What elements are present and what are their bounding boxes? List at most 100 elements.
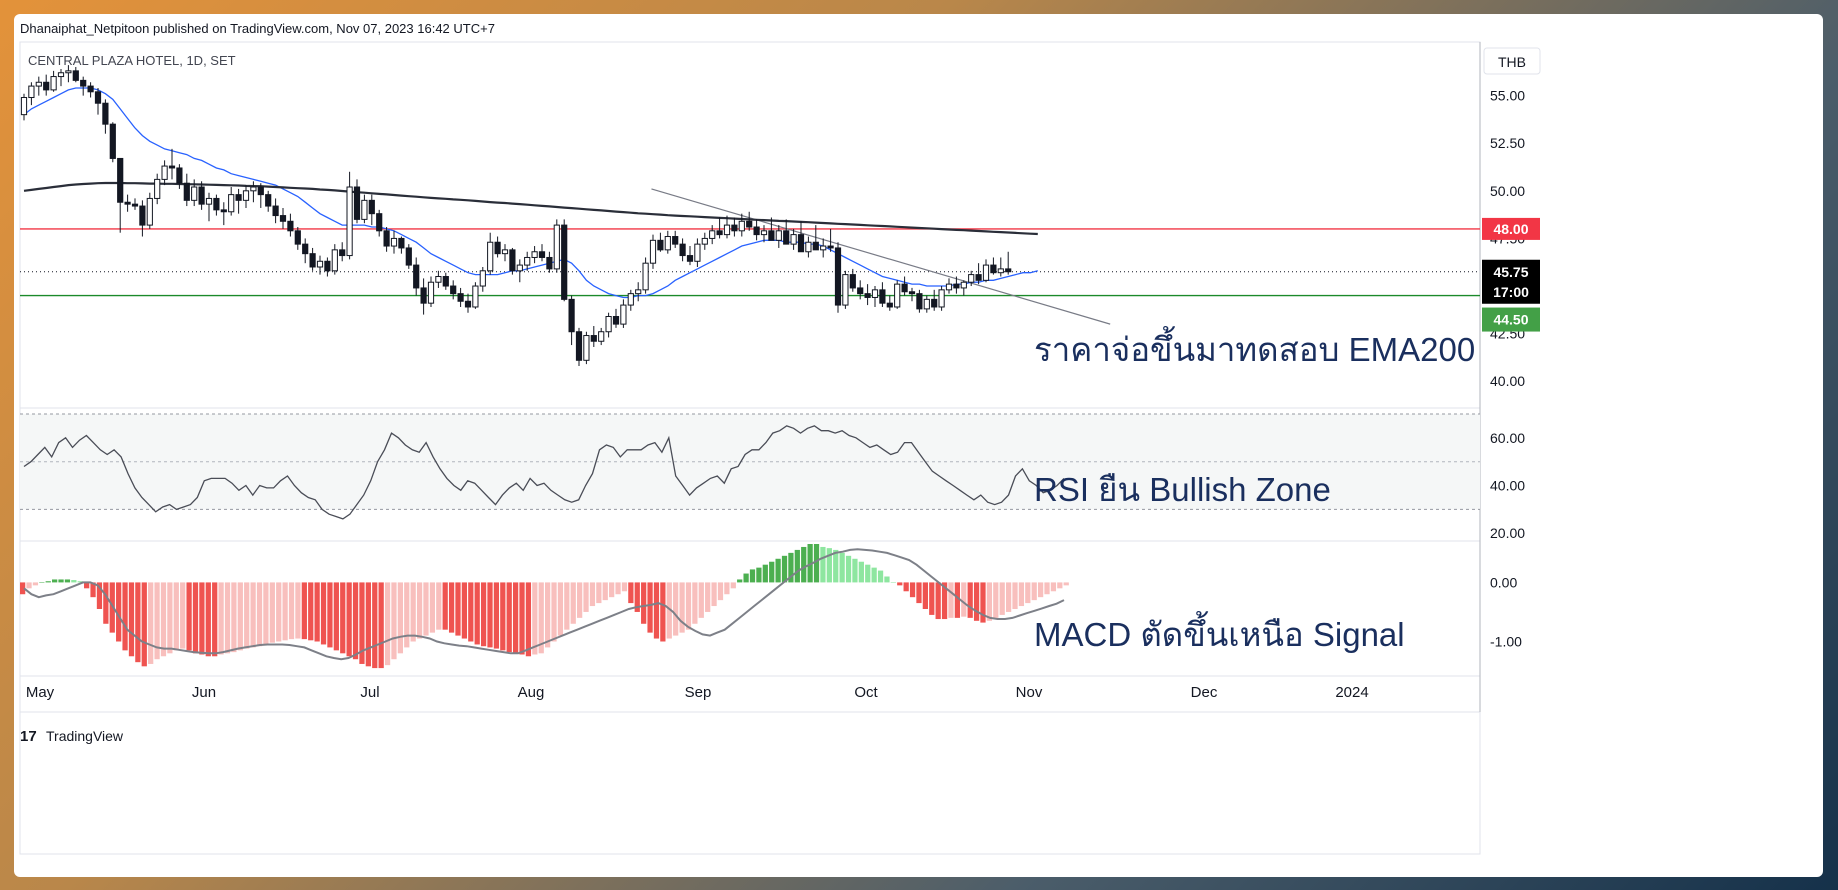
candle[interactable] — [220, 202, 227, 226]
candle[interactable] — [65, 65, 72, 83]
candle[interactable] — [561, 219, 568, 302]
candle[interactable] — [265, 190, 272, 212]
candle[interactable] — [664, 230, 671, 254]
candle[interactable] — [975, 263, 982, 285]
candle[interactable] — [997, 257, 1004, 277]
candle[interactable] — [612, 308, 620, 328]
candle[interactable] — [131, 198, 139, 210]
candle[interactable] — [797, 221, 805, 253]
candle[interactable] — [723, 215, 731, 239]
candle[interactable] — [546, 251, 553, 273]
candle[interactable] — [834, 242, 842, 313]
symbol-legend[interactable]: CENTRAL PLAZA HOTEL, 1D, SET — [28, 53, 236, 68]
candle[interactable] — [302, 238, 309, 264]
candle[interactable] — [760, 225, 768, 243]
candle[interactable] — [353, 179, 361, 224]
candle[interactable] — [501, 244, 509, 262]
currency-label[interactable]: THB — [1498, 54, 1526, 70]
candle[interactable] — [524, 251, 531, 271]
candle[interactable] — [146, 192, 153, 229]
candle[interactable] — [324, 257, 331, 277]
candle[interactable] — [635, 282, 642, 302]
candle[interactable] — [191, 179, 198, 207]
candle[interactable] — [287, 213, 294, 237]
candle[interactable] — [679, 238, 686, 262]
candle[interactable] — [709, 225, 716, 245]
candle[interactable] — [894, 280, 901, 309]
candle[interactable] — [945, 278, 953, 294]
candle[interactable] — [649, 234, 657, 269]
candle[interactable] — [849, 268, 856, 292]
candle[interactable] — [982, 259, 990, 283]
candle[interactable] — [701, 232, 708, 250]
candle[interactable] — [242, 185, 250, 208]
candle[interactable] — [731, 217, 738, 237]
candle[interactable] — [427, 276, 435, 307]
candle[interactable] — [509, 247, 516, 275]
candle[interactable] — [538, 244, 546, 262]
candle[interactable] — [516, 259, 523, 283]
candle[interactable] — [257, 183, 264, 208]
candle[interactable] — [768, 217, 775, 241]
candle[interactable] — [590, 326, 597, 347]
candle[interactable] — [812, 225, 819, 251]
candle[interactable] — [1005, 251, 1012, 275]
candle[interactable] — [72, 67, 79, 83]
candle[interactable] — [309, 247, 316, 271]
candle[interactable] — [390, 230, 398, 254]
candle[interactable] — [294, 227, 301, 250]
candle[interactable] — [879, 282, 886, 307]
candle[interactable] — [102, 99, 109, 134]
candle[interactable] — [583, 331, 590, 365]
candle[interactable] — [43, 74, 50, 96]
candle[interactable] — [605, 312, 612, 338]
candle[interactable] — [457, 287, 464, 307]
candle[interactable] — [753, 219, 760, 241]
candle[interactable] — [990, 257, 997, 275]
candle[interactable] — [450, 280, 457, 300]
candle[interactable] — [620, 299, 627, 328]
candle[interactable] — [871, 286, 879, 307]
candle[interactable] — [413, 257, 420, 296]
candle[interactable] — [642, 257, 649, 294]
candle[interactable] — [953, 276, 960, 294]
candle[interactable] — [916, 289, 923, 313]
candle[interactable] — [686, 246, 694, 266]
candle[interactable] — [598, 327, 605, 346]
candle[interactable] — [124, 194, 131, 212]
candle[interactable] — [790, 228, 797, 250]
candle[interactable] — [80, 76, 87, 96]
candle[interactable] — [109, 122, 116, 163]
candle[interactable] — [775, 225, 782, 248]
candle[interactable] — [168, 148, 176, 180]
candle[interactable] — [716, 217, 723, 239]
chart-canvas[interactable]: Dhanaiphat_Netpitoon published on Tradin… — [14, 14, 1823, 877]
candle[interactable] — [20, 93, 28, 121]
candle[interactable] — [331, 244, 338, 275]
candle[interactable] — [376, 209, 383, 237]
candle[interactable] — [923, 295, 930, 313]
candle[interactable] — [694, 238, 701, 267]
candle[interactable] — [235, 188, 242, 214]
candle[interactable] — [479, 266, 486, 292]
candle[interactable] — [154, 173, 161, 205]
candle[interactable] — [405, 244, 412, 269]
candle[interactable] — [931, 289, 938, 311]
candle[interactable] — [346, 171, 353, 260]
candle[interactable] — [205, 192, 213, 222]
candle[interactable] — [857, 280, 864, 300]
candle[interactable] — [968, 270, 975, 287]
candle[interactable] — [901, 276, 908, 296]
candle[interactable] — [487, 232, 494, 275]
candle[interactable] — [361, 194, 368, 224]
candle[interactable] — [960, 280, 967, 296]
macd-line-macd[interactable] — [23, 548, 1065, 661]
candle[interactable] — [938, 286, 945, 311]
candle[interactable] — [339, 242, 346, 262]
candle[interactable] — [35, 76, 42, 96]
candle[interactable] — [657, 232, 664, 252]
price-pane[interactable] — [20, 65, 1480, 367]
ema-line-ema200[interactable] — [23, 181, 1038, 236]
candle[interactable] — [553, 219, 560, 273]
trendline[interactable] — [651, 188, 1111, 325]
